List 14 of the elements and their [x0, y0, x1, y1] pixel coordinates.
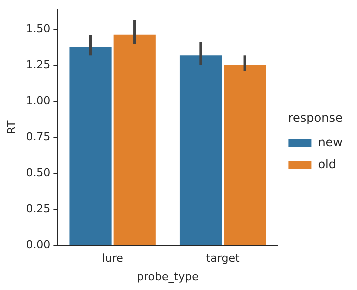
y-tick-label: 1.25	[26, 58, 51, 72]
y-axis-title: RT	[5, 120, 18, 134]
y-tick-label: 0.75	[26, 130, 51, 144]
y-tick-label: 0.50	[26, 166, 51, 180]
y-tick-label: 1.50	[26, 22, 51, 36]
legend-label: old	[318, 157, 336, 172]
legend-label: new	[318, 135, 344, 150]
y-tick-label: 0.00	[26, 238, 51, 252]
y-tick-label: 0.25	[26, 202, 51, 216]
legend-title: response	[288, 110, 343, 125]
y-tick-label: 1.00	[26, 94, 51, 108]
x-axis-title: probe_type	[137, 270, 200, 284]
x-tick-label: lure	[102, 252, 124, 266]
x-tick-label: target	[206, 252, 240, 266]
